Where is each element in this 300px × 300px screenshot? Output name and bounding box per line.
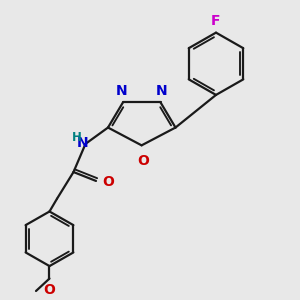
Text: O: O — [103, 176, 115, 189]
Text: F: F — [211, 14, 221, 28]
Text: H: H — [72, 131, 82, 144]
Text: O: O — [44, 283, 56, 297]
Text: N: N — [76, 136, 88, 150]
Text: O: O — [137, 154, 149, 168]
Text: N: N — [116, 84, 127, 98]
Text: N: N — [156, 84, 168, 98]
